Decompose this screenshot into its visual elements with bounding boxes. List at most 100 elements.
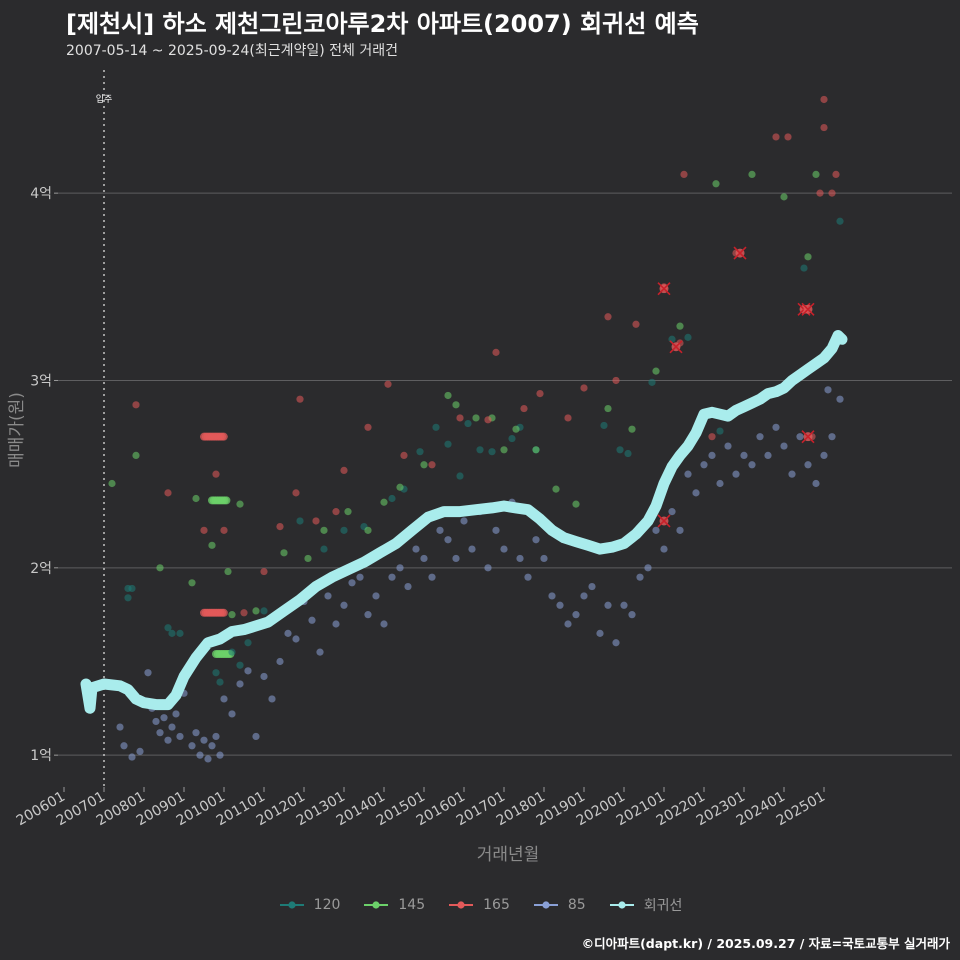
data-point — [208, 742, 216, 750]
data-point — [236, 500, 244, 508]
data-point — [500, 446, 508, 454]
data-point — [332, 508, 340, 516]
data-point — [612, 639, 620, 647]
data-point — [628, 611, 636, 619]
data-point — [396, 564, 404, 572]
data-point — [164, 736, 172, 744]
data-point — [536, 389, 544, 398]
data-point — [800, 264, 808, 272]
data-point — [820, 123, 828, 132]
data-point — [160, 714, 168, 722]
data-point — [788, 470, 796, 478]
data-point — [312, 517, 320, 525]
data-point — [316, 648, 324, 656]
data-point — [364, 611, 372, 619]
data-point — [552, 485, 560, 493]
data-point — [219, 608, 228, 617]
legend-item: 165 — [447, 895, 510, 915]
data-point — [444, 391, 452, 400]
data-point — [564, 620, 572, 628]
data-point — [108, 479, 116, 488]
data-point — [156, 729, 164, 737]
data-point — [632, 320, 640, 328]
highlighted-point — [801, 430, 815, 444]
data-point — [236, 661, 244, 669]
data-point — [144, 669, 152, 677]
data-point — [222, 496, 231, 505]
data-point — [712, 180, 720, 188]
highlighted-point — [801, 302, 815, 316]
chart-subtitle: 2007-05-14 ~ 2025-09-24(최근계약일) 전체 거래건 — [66, 43, 398, 59]
data-point — [684, 333, 692, 341]
data-point — [128, 753, 136, 761]
data-point — [212, 669, 220, 677]
data-point — [196, 751, 204, 759]
data-point — [524, 573, 532, 581]
data-point — [292, 635, 300, 643]
data-point — [276, 522, 284, 531]
data-point — [472, 414, 480, 422]
data-point — [204, 755, 212, 763]
regression-layer — [80, 330, 848, 714]
grid-layer — [58, 192, 952, 756]
data-point — [824, 386, 832, 394]
data-point — [708, 433, 716, 441]
legend-label: 85 — [567, 897, 586, 913]
data-point — [488, 448, 496, 456]
data-point — [128, 584, 136, 593]
legend-key-icon — [364, 901, 389, 909]
data-point — [364, 526, 372, 534]
data-point — [416, 448, 424, 456]
data-point — [604, 601, 612, 609]
data-point — [176, 629, 184, 637]
data-point — [428, 461, 436, 469]
data-point — [308, 616, 316, 624]
data-point — [644, 564, 652, 572]
data-point — [348, 579, 356, 587]
data-point — [756, 433, 764, 441]
data-point — [260, 567, 268, 576]
data-point — [456, 414, 464, 422]
y-axis-label: 매매가(원) — [7, 392, 27, 468]
data-point — [828, 433, 836, 441]
data-point — [456, 472, 464, 480]
data-point — [152, 717, 160, 726]
data-point — [268, 695, 276, 703]
data-point — [452, 401, 460, 409]
data-point — [772, 423, 780, 431]
data-point — [188, 579, 196, 587]
data-point — [460, 517, 468, 525]
data-point — [660, 545, 668, 553]
data-point — [400, 451, 408, 460]
data-point — [380, 620, 388, 628]
data-point — [228, 648, 236, 656]
data-point — [548, 592, 556, 600]
data-point — [532, 446, 540, 454]
data-point — [604, 313, 612, 321]
data-point — [464, 419, 472, 428]
data-point — [208, 541, 216, 549]
data-point — [676, 526, 684, 534]
axis-layer: 1억2억3억4억20060120070120080120090120100120… — [14, 186, 828, 829]
data-point — [252, 607, 260, 615]
data-point — [828, 189, 836, 197]
data-point — [384, 380, 392, 388]
data-point — [364, 423, 372, 431]
data-point — [572, 500, 580, 508]
data-point — [292, 489, 300, 497]
y-tick-label: 3억 — [30, 373, 52, 389]
data-point — [784, 133, 792, 141]
data-point — [120, 742, 128, 750]
legend-label: 회귀선 — [643, 898, 683, 914]
legend-item: 120 — [278, 895, 340, 915]
data-point — [832, 170, 840, 179]
data-point — [356, 573, 364, 581]
data-point — [620, 601, 628, 609]
data-point — [616, 446, 624, 454]
data-point — [124, 594, 132, 602]
data-point — [636, 573, 644, 581]
data-point — [564, 414, 572, 422]
data-point — [716, 427, 724, 435]
data-point — [684, 470, 692, 478]
